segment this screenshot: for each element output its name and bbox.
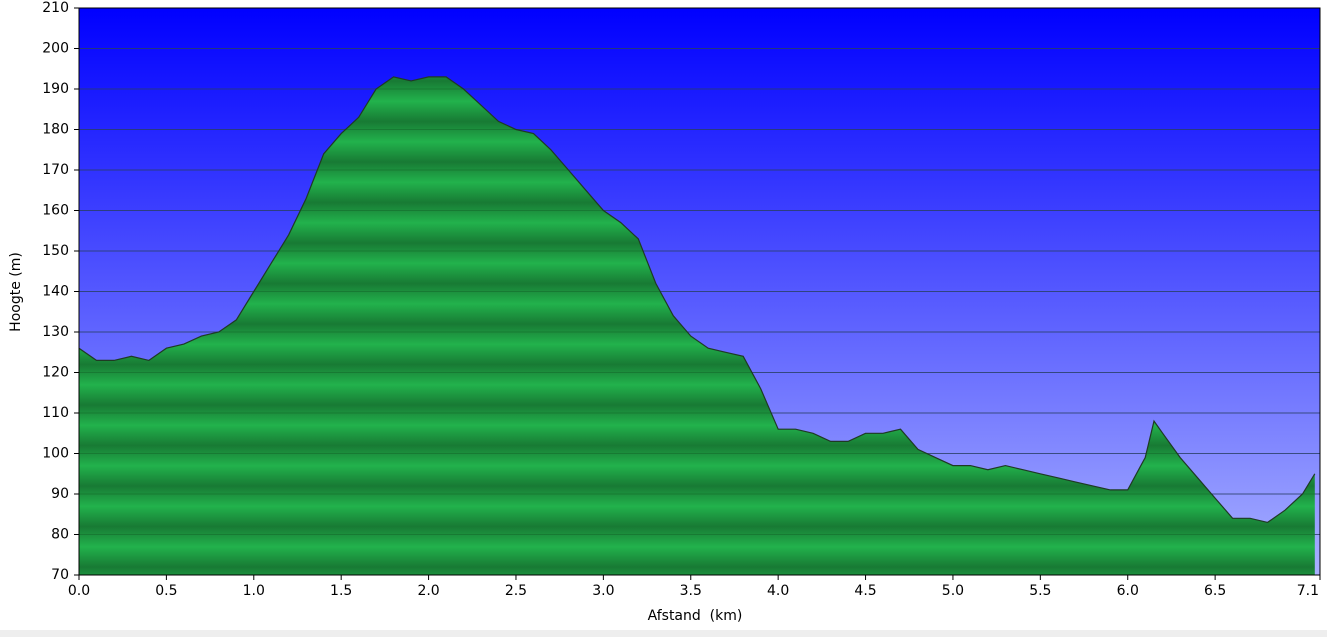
x-tick-label: 4.5 [854, 583, 876, 599]
x-tick-label: 5.0 [942, 583, 964, 599]
elevation-area [79, 76, 1315, 576]
x-tick-label: 0.5 [155, 583, 177, 599]
y-tick-label: 160 [42, 203, 69, 219]
y-tick-label: 170 [42, 162, 69, 178]
y-tick-label: 130 [42, 324, 69, 340]
x-tick-label: 3.5 [680, 583, 702, 599]
x-tick-label: 4.0 [767, 583, 789, 599]
y-tick-label: 70 [51, 567, 69, 583]
x-tick-label: 0.0 [68, 583, 90, 599]
x-tick-label: 3.0 [592, 583, 614, 599]
y-tick-label: 90 [51, 486, 69, 502]
x-tick-label: 1.5 [330, 583, 352, 599]
y-axis-label: Hoogte (m) [8, 252, 24, 332]
y-tick-label: 180 [42, 122, 69, 138]
x-tick-label: 2.5 [505, 583, 527, 599]
y-tick-label: 210 [42, 0, 69, 16]
y-tick-label: 100 [42, 446, 69, 462]
x-tick-label: 2.0 [417, 583, 439, 599]
x-tick-label: 6.0 [1117, 583, 1139, 599]
x-tick-label: 6.5 [1204, 583, 1226, 599]
x-tick-label: 7.1 [1297, 583, 1319, 599]
y-tick-label: 140 [42, 284, 69, 300]
y-tick-label: 110 [42, 405, 69, 421]
x-tick-label: 5.5 [1029, 583, 1051, 599]
y-tick-label: 150 [42, 243, 69, 259]
x-axis-label: Afstand (km) [648, 608, 743, 624]
x-tick-label: 1.0 [243, 583, 265, 599]
y-tick-label: 190 [42, 81, 69, 97]
y-tick-label: 120 [42, 365, 69, 381]
y-tick-label: 200 [42, 41, 69, 57]
footer-strip [0, 630, 1327, 637]
plot-frame [78, 7, 1321, 576]
elevation-line [78, 76, 1316, 524]
y-tick-label: 80 [51, 527, 69, 543]
